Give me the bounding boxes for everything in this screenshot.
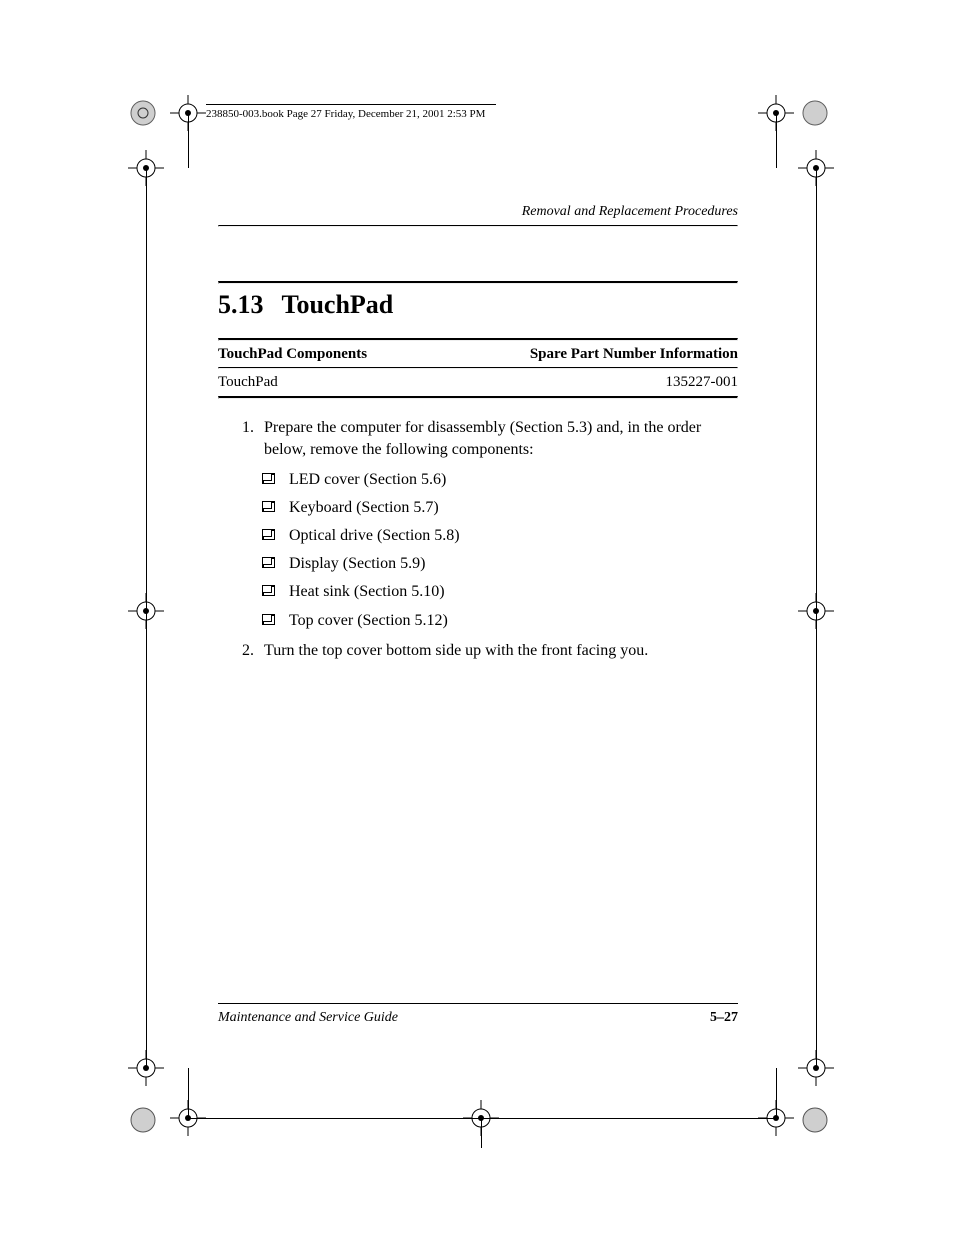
checklist-text: LED cover (Section 5.6)	[289, 469, 446, 491]
list-item: LED cover (Section 5.6)	[262, 469, 738, 491]
step-1-number: 1.	[218, 417, 260, 461]
checklist-text: Display (Section 5.9)	[289, 553, 425, 575]
crop-mark-icon	[800, 98, 830, 128]
table-cell-label: TouchPad	[218, 374, 278, 391]
checklist-text: Keyboard (Section 5.7)	[289, 497, 439, 519]
section-number: 5.13	[218, 290, 264, 320]
spare-part-table: TouchPad Components Spare Part Number In…	[218, 338, 738, 399]
book-header-text: 238850-003.book Page 27 Friday, December…	[206, 108, 485, 120]
checklist-text: Optical drive (Section 5.8)	[289, 525, 460, 547]
crop-mark-icon	[800, 1105, 830, 1135]
table-cell-value: 135227-001	[666, 374, 739, 391]
checkbox-icon	[262, 529, 275, 540]
checklist: LED cover (Section 5.6) Keyboard (Sectio…	[262, 469, 738, 631]
section-title: TouchPad	[282, 290, 394, 320]
step-2-number: 2.	[218, 640, 260, 662]
checklist-text: Top cover (Section 5.12)	[289, 610, 448, 632]
frame-line	[146, 168, 147, 611]
step-2-text: Turn the top cover bottom side up with t…	[260, 640, 738, 662]
frame-line	[188, 1118, 481, 1119]
footer-left: Maintenance and Service Guide	[218, 1010, 398, 1026]
checkbox-icon	[262, 614, 275, 625]
frame-line	[481, 1118, 482, 1148]
book-header-rule	[206, 104, 496, 105]
table-header-col1: TouchPad Components	[218, 346, 367, 363]
body-text: 1. Prepare the computer for disassembly …	[218, 417, 738, 662]
frame-line	[776, 113, 777, 168]
section-heading: 5.13 TouchPad	[218, 284, 738, 324]
checkbox-icon	[262, 585, 275, 596]
list-item: Keyboard (Section 5.7)	[262, 497, 738, 519]
crop-mark-icon	[128, 1105, 158, 1135]
frame-line	[146, 611, 147, 1068]
checkbox-icon	[262, 473, 275, 484]
frame-line	[816, 611, 817, 1068]
footer-right: 5–27	[710, 1010, 738, 1026]
step-1: 1. Prepare the computer for disassembly …	[218, 417, 738, 461]
frame-line	[188, 113, 189, 168]
footer: Maintenance and Service Guide 5–27	[218, 1010, 738, 1026]
list-item: Heat sink (Section 5.10)	[262, 581, 738, 603]
checkbox-icon	[262, 557, 275, 568]
step-2: 2. Turn the top cover bottom side up wit…	[218, 640, 738, 662]
table-header: TouchPad Components Spare Part Number In…	[218, 341, 738, 367]
frame-line	[188, 1068, 189, 1118]
frame-line	[816, 168, 817, 611]
running-head: Removal and Replacement Procedures	[522, 204, 738, 220]
checklist-text: Heat sink (Section 5.10)	[289, 581, 445, 603]
page-content: 5.13 TouchPad TouchPad Components Spare …	[218, 225, 738, 668]
list-item: Display (Section 5.9)	[262, 553, 738, 575]
table-row: TouchPad 135227-001	[218, 369, 738, 396]
step-1-text: Prepare the computer for disassembly (Se…	[260, 417, 738, 461]
frame-line	[776, 1068, 777, 1118]
list-item: Top cover (Section 5.12)	[262, 610, 738, 632]
frame-line	[481, 1118, 776, 1119]
checkbox-icon	[262, 501, 275, 512]
footer-rule	[218, 1003, 738, 1004]
table-rule-bottom	[218, 396, 738, 399]
list-item: Optical drive (Section 5.8)	[262, 525, 738, 547]
crop-mark-icon	[128, 98, 158, 128]
table-header-col2: Spare Part Number Information	[530, 346, 738, 363]
